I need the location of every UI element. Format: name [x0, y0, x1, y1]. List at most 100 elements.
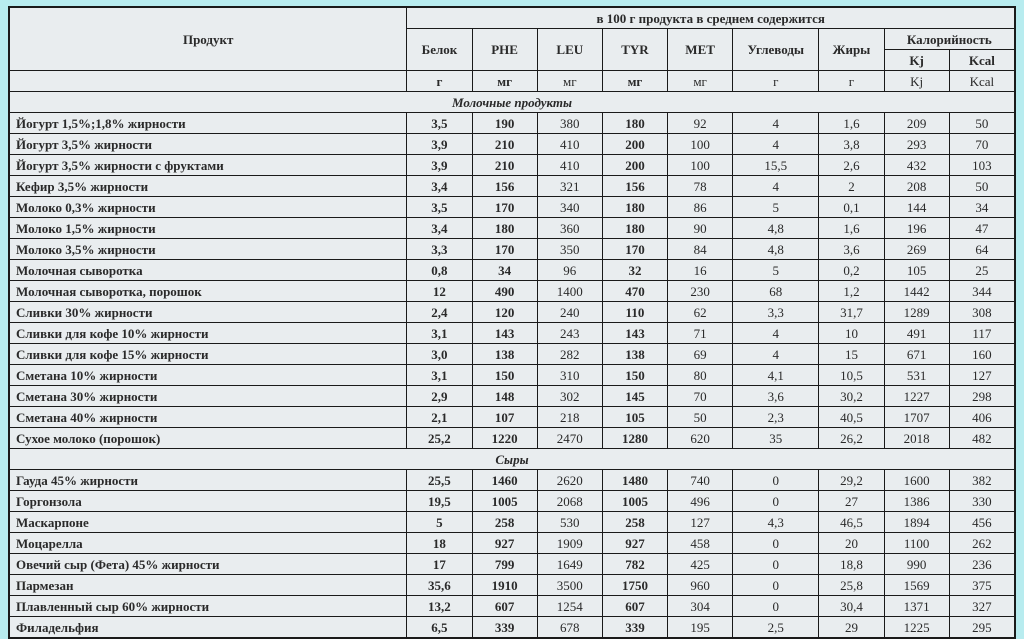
value-cell: 20 — [819, 533, 884, 554]
value-cell: 0,8 — [407, 260, 472, 281]
value-cell: 243 — [537, 323, 602, 344]
col-protein: Белок — [407, 29, 472, 71]
value-cell: 1909 — [537, 533, 602, 554]
table-row: Йогурт 3,5% жирности с фруктами3,9210410… — [10, 155, 1015, 176]
value-cell: 35,6 — [407, 575, 472, 596]
value-cell: 18 — [407, 533, 472, 554]
value-cell: 47 — [949, 218, 1014, 239]
value-cell: 1005 — [602, 491, 667, 512]
unit-phe: мг — [472, 71, 537, 92]
value-cell: 339 — [602, 617, 667, 638]
product-name: Овечий сыр (Фета) 45% жирности — [10, 554, 407, 575]
value-cell: 107 — [472, 407, 537, 428]
value-cell: 62 — [668, 302, 733, 323]
value-cell: 4,8 — [733, 218, 819, 239]
value-cell: 144 — [884, 197, 949, 218]
product-name: Горгонзола — [10, 491, 407, 512]
value-cell: 6,5 — [407, 617, 472, 638]
product-name: Молоко 3,5% жирности — [10, 239, 407, 260]
value-cell: 458 — [668, 533, 733, 554]
value-cell: 1005 — [472, 491, 537, 512]
value-cell: 13,2 — [407, 596, 472, 617]
product-name: Молоко 1,5% жирности — [10, 218, 407, 239]
value-cell: 90 — [668, 218, 733, 239]
value-cell: 3,5 — [407, 113, 472, 134]
value-cell: 12 — [407, 281, 472, 302]
value-cell: 29,2 — [819, 470, 884, 491]
col-phe: PHE — [472, 29, 537, 71]
table-row: Молоко 3,5% жирности3,3170350170844,83,6… — [10, 239, 1015, 260]
table-row: Горгонзола19,51005206810054960271386330 — [10, 491, 1015, 512]
table-row: Сухое молоко (порошок)25,212202470128062… — [10, 428, 1015, 449]
value-cell: 432 — [884, 155, 949, 176]
product-name: Сливки для кофе 10% жирности — [10, 323, 407, 344]
value-cell: 180 — [602, 113, 667, 134]
value-cell: 380 — [537, 113, 602, 134]
product-name: Сухое молоко (порошок) — [10, 428, 407, 449]
col-calories: Калорийность — [884, 29, 1014, 50]
value-cell: 46,5 — [819, 512, 884, 533]
value-cell: 1894 — [884, 512, 949, 533]
value-cell: 34 — [472, 260, 537, 281]
unit-protein: г — [407, 71, 472, 92]
product-name: Сметана 30% жирности — [10, 386, 407, 407]
value-cell: 210 — [472, 134, 537, 155]
value-cell: 25,8 — [819, 575, 884, 596]
value-cell: 5 — [733, 197, 819, 218]
value-cell: 2018 — [884, 428, 949, 449]
value-cell: 1225 — [884, 617, 949, 638]
value-cell: 1,2 — [819, 281, 884, 302]
value-cell: 143 — [602, 323, 667, 344]
value-cell: 2 — [819, 176, 884, 197]
value-cell: 19,5 — [407, 491, 472, 512]
table-row: Сливки для кофе 15% жирности3,0138282138… — [10, 344, 1015, 365]
value-cell: 190 — [472, 113, 537, 134]
value-cell: 180 — [602, 218, 667, 239]
value-cell: 35 — [733, 428, 819, 449]
value-cell: 799 — [472, 554, 537, 575]
value-cell: 16 — [668, 260, 733, 281]
col-kj: Kj — [884, 50, 949, 71]
col-tyr: TYR — [602, 29, 667, 71]
value-cell: 5 — [407, 512, 472, 533]
unit-tyr: мг — [602, 71, 667, 92]
table-row: Сливки для кофе 10% жирности3,1143243143… — [10, 323, 1015, 344]
value-cell: 298 — [949, 386, 1014, 407]
value-cell: 0 — [733, 596, 819, 617]
value-cell: 180 — [602, 197, 667, 218]
value-cell: 3,3 — [407, 239, 472, 260]
product-name: Молочная сыворотка — [10, 260, 407, 281]
value-cell: 1,6 — [819, 113, 884, 134]
value-cell: 138 — [472, 344, 537, 365]
value-cell: 30,2 — [819, 386, 884, 407]
value-cell: 70 — [949, 134, 1014, 155]
value-cell: 1100 — [884, 533, 949, 554]
value-cell: 0 — [733, 554, 819, 575]
value-cell: 156 — [472, 176, 537, 197]
nutrition-table: Продукт в 100 г продукта в среднем содер… — [9, 7, 1015, 638]
value-cell: 3,1 — [407, 365, 472, 386]
product-name: Плавленный сыр 60% жирности — [10, 596, 407, 617]
value-cell: 1254 — [537, 596, 602, 617]
col-kcal: Kcal — [949, 50, 1014, 71]
value-cell: 180 — [472, 218, 537, 239]
product-name: Маскарпоне — [10, 512, 407, 533]
col-carbs: Углеводы — [733, 29, 819, 71]
value-cell: 50 — [949, 113, 1014, 134]
value-cell: 1649 — [537, 554, 602, 575]
value-cell: 170 — [472, 197, 537, 218]
value-cell: 620 — [668, 428, 733, 449]
table-row: Сметана 30% жирности2,9148302145703,630,… — [10, 386, 1015, 407]
value-cell: 4,3 — [733, 512, 819, 533]
value-cell: 50 — [949, 176, 1014, 197]
value-cell: 344 — [949, 281, 1014, 302]
unit-leu: мг — [537, 71, 602, 92]
table-header: Продукт в 100 г продукта в среднем содер… — [10, 8, 1015, 92]
value-cell: 671 — [884, 344, 949, 365]
value-cell: 160 — [949, 344, 1014, 365]
col-product: Продукт — [10, 8, 407, 71]
value-cell: 209 — [884, 113, 949, 134]
product-name: Сливки для кофе 15% жирности — [10, 344, 407, 365]
product-name: Йогурт 3,5% жирности — [10, 134, 407, 155]
value-cell: 1289 — [884, 302, 949, 323]
